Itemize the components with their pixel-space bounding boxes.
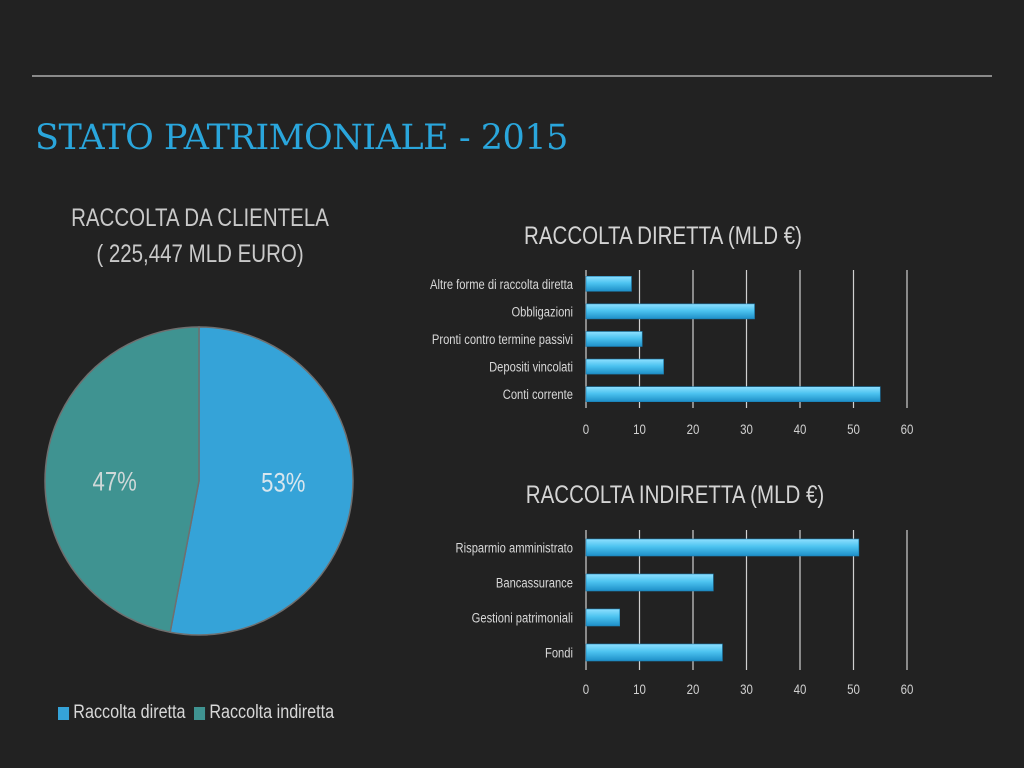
- bar-diretta-4: [585, 275, 632, 292]
- x-tick-diretta-1: 10: [633, 421, 646, 437]
- x-tick-diretta-0: 0: [583, 421, 589, 437]
- x-tick-diretta-3: 30: [740, 421, 753, 437]
- x-tick-indiretta-5: 50: [847, 681, 860, 697]
- category-label-diretta-1: Depositi vincolati: [489, 359, 573, 374]
- bar-indiretta-3: [585, 538, 860, 557]
- bar-diretta-0: [585, 386, 881, 403]
- category-label-diretta-3: Obbligazioni: [511, 304, 573, 319]
- bar-indiretta-1: [585, 608, 621, 627]
- x-tick-indiretta-1: 10: [633, 681, 646, 697]
- header-rule: [32, 75, 992, 77]
- legend-label-indiretta: Raccolta indiretta: [209, 702, 335, 723]
- pie-legend: Raccolta diretta Raccolta indiretta: [58, 702, 343, 724]
- x-tick-indiretta-0: 0: [583, 681, 589, 697]
- legend-item-diretta: Raccolta diretta: [58, 702, 186, 724]
- pie-label-indiretta: 47%: [93, 468, 137, 498]
- bar-chart-indiretta-title: RACCOLTA INDIRETTA (MLD €): [525, 481, 825, 509]
- category-label-diretta-0: Conti corrente: [503, 387, 573, 402]
- legend-swatch-diretta: [58, 706, 70, 720]
- bar-diretta-3: [585, 303, 755, 320]
- category-label-diretta-2: Pronti contro termine passivi: [432, 332, 573, 347]
- x-tick-indiretta-4: 40: [794, 681, 807, 697]
- slide-title: STATO PATRIMONIALE - 2015: [35, 118, 568, 158]
- category-label-indiretta-1: Gestioni patrimoniali: [472, 610, 573, 625]
- bar-diretta-2: [585, 331, 643, 347]
- x-tick-diretta-2: 20: [687, 421, 700, 437]
- category-label-indiretta-3: Risparmio amministrato: [456, 540, 573, 555]
- pie-chart-title: RACCOLTA DA CLIENTELA ( 225,447 MLD EURO…: [69, 200, 331, 272]
- category-label-indiretta-2: Bancassurance: [496, 575, 573, 590]
- category-label-diretta-4: Altre forme di raccolta diretta: [430, 277, 574, 292]
- pie-label-diretta: 53%: [261, 468, 305, 498]
- legend-label-diretta: Raccolta diretta: [73, 702, 186, 723]
- pie-slice-diretta: [169, 326, 354, 636]
- legend-swatch-indiretta: [194, 706, 206, 720]
- x-tick-indiretta-6: 60: [901, 681, 914, 697]
- category-label-indiretta-0: Fondi: [545, 645, 573, 660]
- pie-title-line-1: RACCOLTA DA CLIENTELA: [71, 204, 329, 232]
- legend-item-indiretta: Raccolta indiretta: [194, 702, 334, 724]
- bar-diretta-1: [585, 358, 664, 375]
- bar-indiretta-0: [585, 643, 723, 662]
- x-tick-diretta-6: 60: [901, 421, 914, 437]
- pie-title-line-2: ( 225,447 MLD EURO): [96, 240, 304, 268]
- x-tick-diretta-5: 50: [847, 421, 860, 437]
- bar-indiretta-2: [585, 573, 714, 592]
- x-tick-diretta-4: 40: [794, 421, 807, 437]
- x-tick-indiretta-2: 20: [687, 681, 700, 697]
- x-tick-indiretta-3: 30: [740, 681, 753, 697]
- pie-slice-indiretta: [44, 326, 200, 634]
- bar-chart-diretta-title: RACCOLTA DIRETTA (MLD €): [524, 222, 802, 250]
